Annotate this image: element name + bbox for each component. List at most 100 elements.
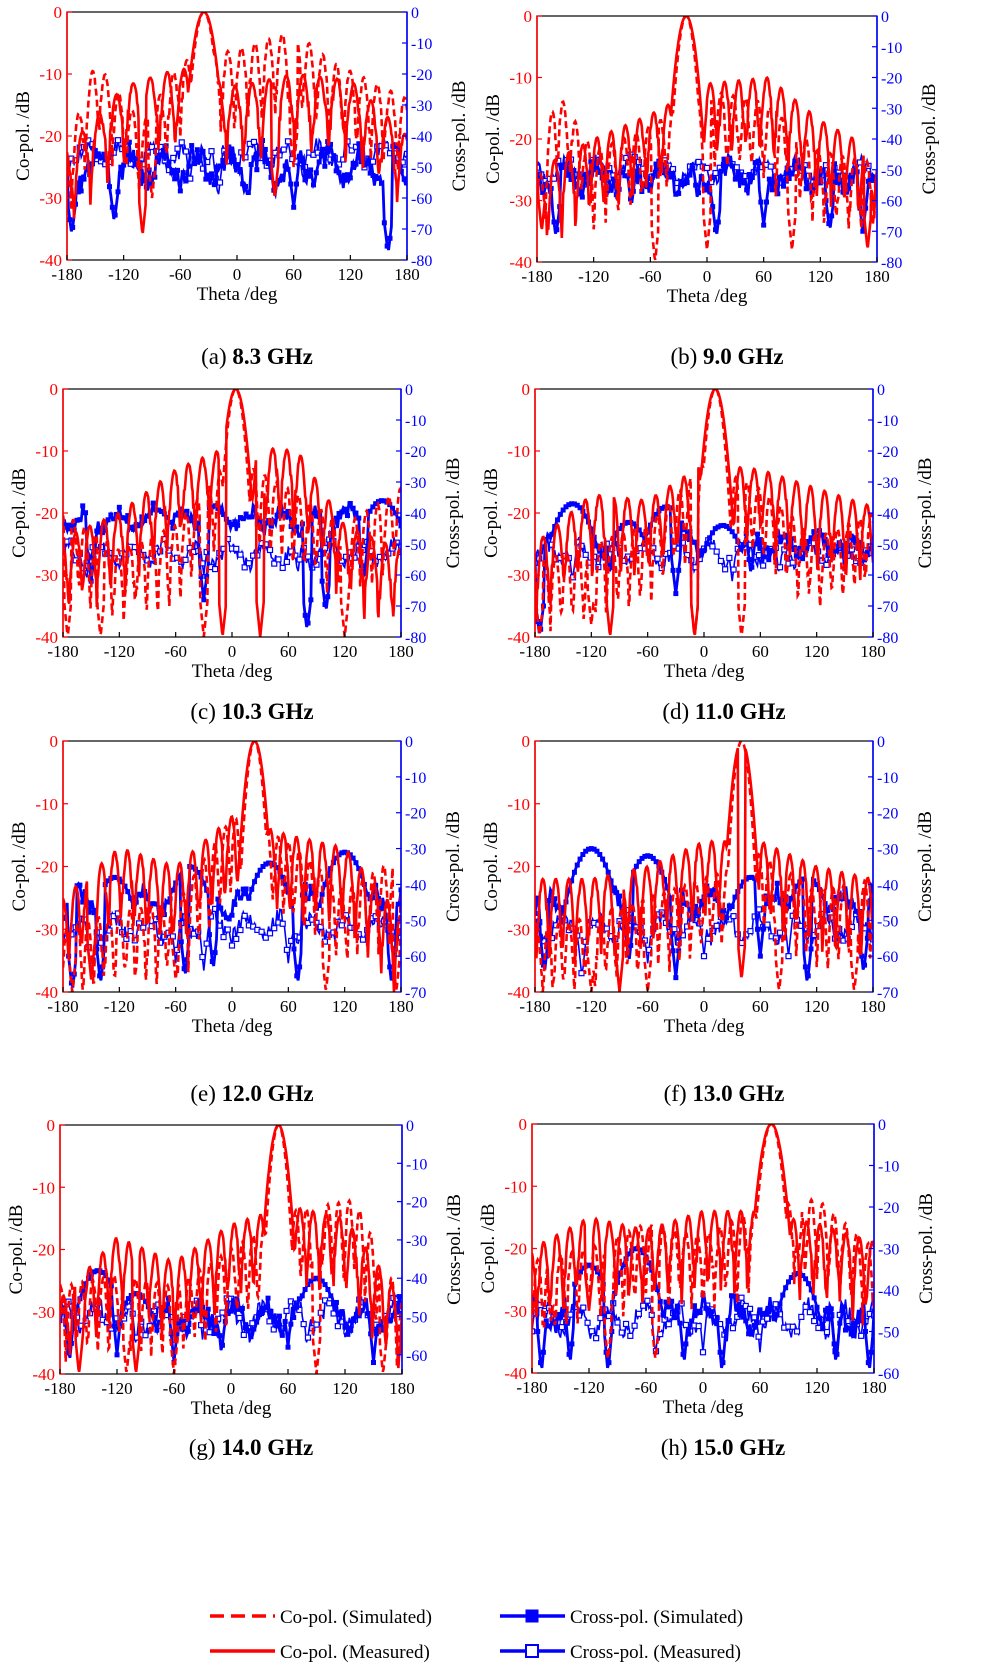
xpol-measured-marker <box>811 1317 818 1325</box>
xpol-measured-marker <box>776 929 784 936</box>
xpol-simulated-marker <box>319 578 325 584</box>
left-tick-label: -40 <box>509 253 532 272</box>
xpol-simulated-marker <box>277 177 282 183</box>
xpol-simulated-marker <box>105 517 111 523</box>
xpol-simulated-marker <box>664 885 670 891</box>
xpol-simulated-marker <box>311 182 316 188</box>
xpol-simulated-marker <box>388 1317 394 1323</box>
xpol-simulated-marker <box>274 865 280 871</box>
xpol-simulated-marker <box>650 173 656 179</box>
xpol-measured-marker <box>403 150 407 157</box>
xpol-simulated-marker <box>226 916 232 922</box>
right-tick-label: -50 <box>411 160 432 177</box>
xpol-simulated-marker <box>721 156 727 162</box>
xpol-simulated-marker <box>667 174 673 180</box>
xpol-simulated-marker <box>145 896 150 902</box>
xpol-simulated-marker <box>791 547 797 553</box>
xpol-simulated-marker <box>605 869 611 875</box>
xpol-simulated-marker <box>350 505 356 511</box>
xpol-simulated-marker <box>342 1324 348 1330</box>
xpol-simulated-marker <box>231 1299 237 1305</box>
xpol-simulated-marker <box>333 1299 339 1305</box>
xpol-simulated-marker <box>122 515 128 521</box>
xpol-simulated-marker <box>740 879 746 885</box>
xpol-simulated-marker <box>670 171 676 177</box>
xpol-simulated-marker <box>734 1305 740 1311</box>
xpol-simulated-marker <box>404 176 407 182</box>
xpol-simulated-marker <box>254 1319 260 1325</box>
xpol-simulated-marker <box>178 939 184 945</box>
xpol-simulated-marker <box>119 515 125 521</box>
xpol-simulated-marker <box>748 1331 754 1337</box>
xpol-measured-marker <box>614 1319 621 1326</box>
right-tick-label: -50 <box>406 1310 427 1327</box>
xpol-simulated-marker <box>198 574 204 580</box>
xpol-simulated-marker <box>749 564 755 570</box>
xpol-simulated-marker <box>763 1310 769 1316</box>
xpol-simulated-marker <box>201 597 207 603</box>
right-tick-label: -60 <box>881 194 902 211</box>
xpol-simulated-marker <box>707 892 713 898</box>
xpol-simulated-marker <box>870 885 873 891</box>
chart-panel-c: 0 -10 -20 -30 -40 0 -10 -20 -30 -40 -50 -60 -70 -80 -1… <box>9 380 464 724</box>
xpol-simulated-marker <box>368 1331 374 1337</box>
xpol-simulated-marker <box>132 161 138 167</box>
xpol-simulated-marker <box>622 924 628 930</box>
xpol-simulated-marker <box>249 886 255 892</box>
xpol-measured-marker <box>241 564 248 571</box>
xpol-measured-marker <box>212 565 219 573</box>
xpol-simulated-marker <box>142 518 148 524</box>
xpol-simulated-marker <box>871 1308 874 1314</box>
xpol-simulated-marker <box>540 1349 546 1355</box>
x-tick-label: 0 <box>700 997 709 1016</box>
xpol-simulated-marker <box>381 220 387 226</box>
xpol-simulated-marker <box>232 901 238 907</box>
xpol-simulated-marker <box>101 151 107 157</box>
xpol-simulated-marker <box>676 567 682 573</box>
series-copol-measured <box>67 12 407 234</box>
right-tick-label: -20 <box>881 71 902 88</box>
xpol-measured-marker <box>682 1321 690 1329</box>
xpol-simulated-marker <box>746 1331 752 1337</box>
left-tick-label: -20 <box>39 127 62 146</box>
xpol-simulated-marker <box>81 176 87 182</box>
xpol-simulated-marker <box>345 1331 351 1337</box>
xpol-simulated-marker <box>228 1308 234 1314</box>
xpol-measured-marker <box>300 1320 307 1328</box>
xpol-simulated-marker <box>711 1318 717 1324</box>
xpol-simulated-marker <box>857 1318 863 1324</box>
chart-panel-a: 0 -10 -20 -30 -40 0 -10 -20 -30 -40 -50 -60 -70 -80 -1… <box>13 3 470 369</box>
xpol-measured-marker <box>296 556 303 563</box>
xpol-simulated-marker <box>649 1267 655 1273</box>
xpol-simulated-marker <box>546 533 552 539</box>
xpol-simulated-marker <box>636 527 642 533</box>
xpol-simulated-marker <box>788 1275 794 1281</box>
xpol-simulated-marker <box>854 1319 860 1325</box>
xpol-simulated-marker <box>364 161 370 167</box>
xpol-simulated-marker <box>282 163 288 169</box>
xpol-simulated-marker <box>741 180 747 186</box>
xpol-simulated-marker <box>583 513 589 519</box>
xpol-measured-marker <box>199 953 206 961</box>
left-tick-label: -10 <box>39 65 62 84</box>
xpol-simulated-marker <box>747 172 752 178</box>
xpol-simulated-marker <box>111 516 117 522</box>
xpol-measured-marker <box>700 953 708 960</box>
xpol-simulated-marker <box>582 171 588 177</box>
xpol-simulated-marker <box>681 181 687 187</box>
xpol-simulated-marker <box>611 176 616 182</box>
right-tick-label: -30 <box>406 1233 427 1250</box>
xpol-simulated-marker <box>698 552 704 558</box>
xpol-simulated-marker <box>673 975 679 981</box>
xpol-simulated-marker <box>373 501 379 507</box>
xpol-simulated-marker <box>789 171 795 177</box>
xpol-measured-marker <box>233 935 240 943</box>
xpol-simulated-marker <box>322 1282 328 1288</box>
x-tick-label: 120 <box>804 1378 830 1397</box>
xpol-simulated-marker <box>712 526 718 532</box>
xpol-simulated-marker <box>704 541 710 547</box>
chart-panel-d: 0 -10 -20 -30 -40 0 -10 -20 -30 -40 -50 -60 -70 -80 -1… <box>481 380 936 724</box>
xpol-simulated-marker <box>866 178 871 184</box>
left-tick-label: -40 <box>39 251 62 270</box>
xpol-simulated-marker <box>356 1313 362 1319</box>
